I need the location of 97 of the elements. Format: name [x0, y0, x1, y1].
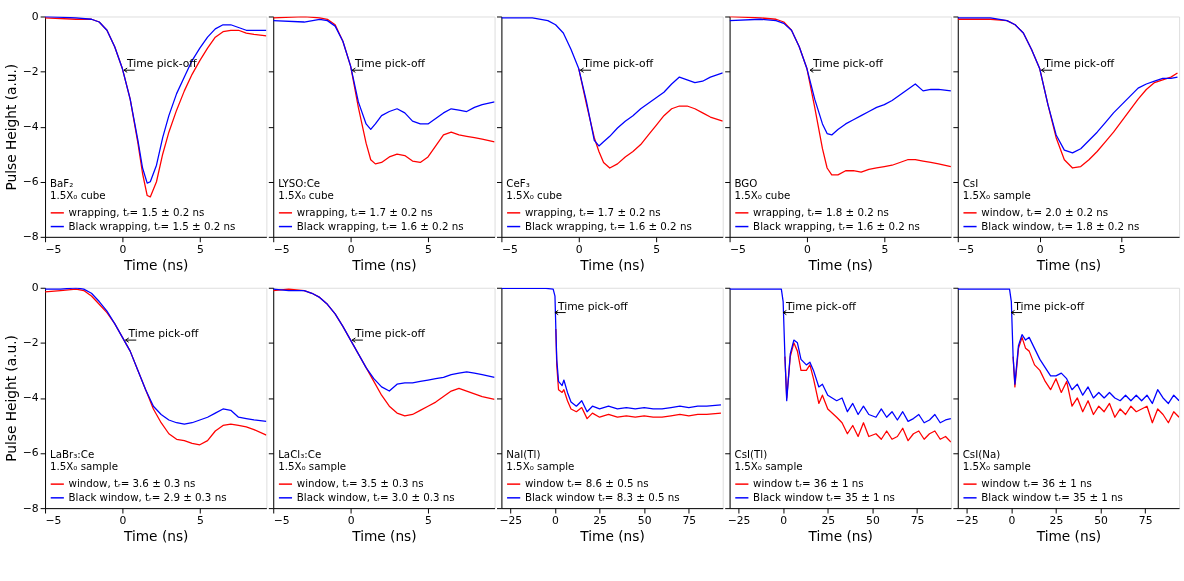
legend-label: window tᵣ= 36 ± 1 ns [981, 477, 1092, 490]
annotation: Time pick-off [812, 57, 884, 71]
x-tick-label: −5 [273, 243, 290, 257]
x-axis-title: Time (ns) [807, 527, 873, 544]
y-tick-label: 0 [31, 9, 39, 23]
legend-title: LYSO:Ce 1.5X₀ cube [278, 176, 334, 202]
x-tick-label: 0 [780, 514, 788, 528]
annotation: Time pick-off [556, 299, 629, 313]
x-axis-title: Time (ns) [579, 527, 645, 544]
x-tick-label: −5 [45, 243, 62, 257]
legend-label: Black window tᵣ= 35 ± 1 ns [981, 490, 1123, 503]
x-axis-title: Time (ns) [579, 256, 645, 273]
x-tick-label: −5 [273, 514, 290, 528]
y-tick-label: −8 [22, 230, 39, 244]
x-axis-title: Time (ns) [351, 527, 417, 544]
x-tick-label: 5 [1118, 243, 1126, 257]
x-tick-label: −5 [958, 243, 975, 257]
legend-label: wrapping, tᵣ= 1.8 ± 0.2 ns [753, 205, 889, 218]
annotation: Time pick-off [127, 327, 199, 341]
legend-title: BaF₂ 1.5X₀ cube [49, 176, 106, 202]
x-tick-label: 0 [552, 514, 560, 528]
y-tick-label: −6 [22, 175, 39, 189]
y-tick-label: −6 [22, 446, 39, 460]
x-tick-label: 5 [196, 514, 204, 528]
legend-title: LaCl₃:Ce 1.5X₀ sample [278, 448, 347, 473]
x-tick-label: −5 [501, 243, 518, 257]
legend-title: CsI 1.5X₀ sample [962, 176, 1031, 202]
x-tick-label: 50 [637, 514, 652, 528]
x-tick-label: 25 [593, 514, 607, 528]
annotation: Time pick-off [354, 57, 426, 71]
x-tick-label: 75 [1138, 514, 1153, 528]
legend-label: Black wrapping, tᵣ= 1.6 ± 0.2 ns [753, 219, 920, 232]
x-tick-label: 5 [196, 243, 204, 257]
x-tick-label: −25 [955, 514, 979, 528]
x-tick-label: 5 [653, 243, 661, 257]
y-tick-label: 0 [31, 281, 39, 295]
annotation: Time pick-off [1043, 57, 1115, 71]
x-axis-title: Time (ns) [1035, 527, 1102, 544]
x-axis-title: Time (ns) [1035, 256, 1102, 273]
x-axis-title: Time (ns) [122, 256, 189, 273]
legend-title: CsI(Tl) 1.5X₀ sample [734, 448, 803, 473]
legend-label: Black window, tᵣ= 3.0 ± 0.3 ns [296, 490, 455, 503]
x-tick-label: 25 [1049, 514, 1064, 528]
x-tick-label: 50 [1094, 514, 1109, 528]
x-tick-label: 0 [1008, 514, 1016, 528]
legend-label: Black window tᵣ= 35 ± 1 ns [753, 490, 895, 503]
y-axis-title: Pulse Height (a.u.) [2, 335, 19, 462]
legend-label: window, tᵣ= 3.6 ± 0.3 ns [68, 477, 196, 490]
legend-label: wrapping, tᵣ= 1.5 ± 0.2 ns [68, 205, 205, 218]
legend-label: window tᵣ= 8.6 ± 0.5 ns [524, 477, 649, 490]
legend-label: wrapping, tᵣ= 1.7 ± 0.2 ns [524, 205, 661, 218]
legend-title: CsI(Na) 1.5X₀ sample [962, 448, 1031, 473]
y-tick-label: −2 [22, 336, 39, 350]
x-tick-label: 0 [119, 243, 127, 257]
x-tick-label: 0 [575, 243, 583, 257]
legend-label: window, tᵣ= 2.0 ± 0.2 ns [981, 205, 1109, 218]
legend-label: Black wrapping, tᵣ= 1.6 ± 0.2 ns [524, 219, 692, 232]
legend-title: LaBr₃:Ce 1.5X₀ sample [49, 448, 119, 473]
x-tick-label: 0 [119, 514, 127, 528]
legend-label: window, tᵣ= 3.5 ± 0.3 ns [296, 477, 424, 490]
x-tick-label: 75 [682, 514, 697, 528]
x-tick-label: −5 [730, 243, 746, 257]
x-axis-title: Time (ns) [807, 256, 873, 273]
legend-title: CeF₃ 1.5X₀ cube [506, 176, 563, 202]
x-tick-label: 0 [347, 514, 355, 528]
x-tick-label: 0 [804, 243, 812, 257]
x-tick-label: 5 [881, 243, 889, 257]
x-tick-label: 25 [821, 514, 836, 528]
legend-label: Black window, tᵣ= 2.9 ± 0.3 ns [68, 490, 227, 503]
annotation: Time pick-off [354, 327, 426, 341]
x-tick-label: 5 [425, 514, 432, 528]
y-axis-title: Pulse Height (a.u.) [2, 63, 19, 191]
legend-title: BGO 1.5X₀ cube [734, 176, 791, 202]
x-tick-label: 50 [866, 514, 880, 528]
y-tick-label: −8 [22, 501, 39, 515]
x-tick-label: 5 [425, 243, 432, 257]
x-axis-title: Time (ns) [122, 527, 189, 544]
legend-label: Black wrapping, tᵣ= 1.5 ± 0.2 ns [68, 219, 236, 232]
legend-title: NaI(Tl) 1.5X₀ sample [506, 448, 575, 473]
legend-label: window tᵣ= 36 ± 1 ns [753, 477, 864, 490]
annotation: Time pick-off [1013, 299, 1085, 313]
y-tick-label: −4 [22, 391, 39, 405]
annotation: Time pick-off [582, 57, 654, 71]
y-tick-label: −2 [22, 65, 39, 79]
legend-label: Black window tᵣ= 8.3 ± 0.5 ns [524, 490, 680, 503]
x-tick-label: −5 [45, 514, 62, 528]
y-tick-label: −4 [22, 120, 39, 134]
x-tick-label: 0 [347, 243, 355, 257]
annotation: Time pick-off [785, 299, 857, 313]
legend-label: Black window, tᵣ= 1.8 ± 0.2 ns [981, 219, 1140, 232]
x-tick-label: −25 [727, 514, 751, 528]
x-tick-label: −25 [499, 514, 523, 528]
x-axis-title: Time (ns) [351, 256, 417, 273]
x-tick-label: 75 [910, 514, 925, 528]
legend-label: Black wrapping, tᵣ= 1.6 ± 0.2 ns [296, 219, 464, 232]
x-tick-label: 0 [1036, 243, 1044, 257]
legend-label: wrapping, tᵣ= 1.7 ± 0.2 ns [296, 205, 433, 218]
